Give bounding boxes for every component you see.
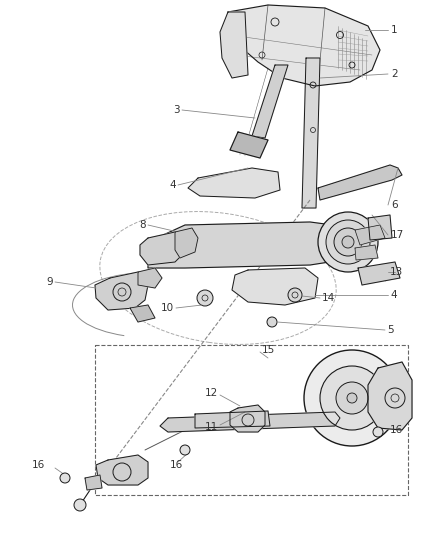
Polygon shape — [188, 168, 280, 198]
Polygon shape — [358, 262, 400, 285]
Text: 16: 16 — [32, 460, 45, 470]
Text: 11: 11 — [205, 422, 218, 432]
Text: 16: 16 — [390, 425, 403, 435]
Text: 6: 6 — [391, 200, 398, 210]
Polygon shape — [232, 268, 318, 305]
Text: 4: 4 — [390, 290, 397, 300]
Polygon shape — [85, 475, 102, 490]
Circle shape — [267, 317, 277, 327]
Circle shape — [342, 236, 354, 248]
Polygon shape — [368, 362, 412, 430]
Circle shape — [373, 427, 383, 437]
Polygon shape — [175, 228, 198, 258]
Circle shape — [197, 290, 213, 306]
Polygon shape — [230, 132, 268, 158]
Polygon shape — [318, 165, 402, 200]
Circle shape — [304, 350, 400, 446]
Polygon shape — [355, 245, 378, 260]
Text: 10: 10 — [161, 303, 174, 313]
Text: 12: 12 — [205, 388, 218, 398]
Circle shape — [347, 393, 357, 403]
Text: 17: 17 — [391, 230, 404, 240]
Text: 2: 2 — [391, 69, 398, 79]
Polygon shape — [225, 5, 380, 86]
Text: 13: 13 — [390, 267, 403, 277]
Polygon shape — [130, 305, 155, 322]
Circle shape — [336, 382, 368, 414]
Polygon shape — [140, 232, 182, 265]
Polygon shape — [96, 455, 148, 485]
Circle shape — [318, 212, 378, 272]
Text: 16: 16 — [170, 460, 183, 470]
Polygon shape — [230, 405, 265, 432]
Circle shape — [326, 220, 370, 264]
Text: 14: 14 — [322, 293, 335, 303]
Circle shape — [288, 288, 302, 302]
Text: 9: 9 — [46, 277, 53, 287]
Polygon shape — [195, 411, 270, 428]
Circle shape — [320, 366, 384, 430]
Text: 8: 8 — [139, 220, 146, 230]
Polygon shape — [220, 12, 248, 78]
Polygon shape — [138, 268, 162, 288]
Circle shape — [334, 228, 362, 256]
Text: 5: 5 — [387, 325, 394, 335]
Polygon shape — [355, 225, 385, 245]
Polygon shape — [302, 58, 320, 208]
Circle shape — [60, 473, 70, 483]
Circle shape — [74, 499, 86, 511]
Text: 1: 1 — [391, 25, 398, 35]
Polygon shape — [95, 272, 148, 310]
Text: 15: 15 — [262, 345, 275, 355]
Polygon shape — [160, 412, 340, 432]
Polygon shape — [252, 65, 288, 138]
Text: 3: 3 — [173, 105, 180, 115]
Text: 4: 4 — [170, 180, 176, 190]
Polygon shape — [368, 215, 392, 240]
Polygon shape — [148, 222, 365, 268]
Circle shape — [180, 445, 190, 455]
